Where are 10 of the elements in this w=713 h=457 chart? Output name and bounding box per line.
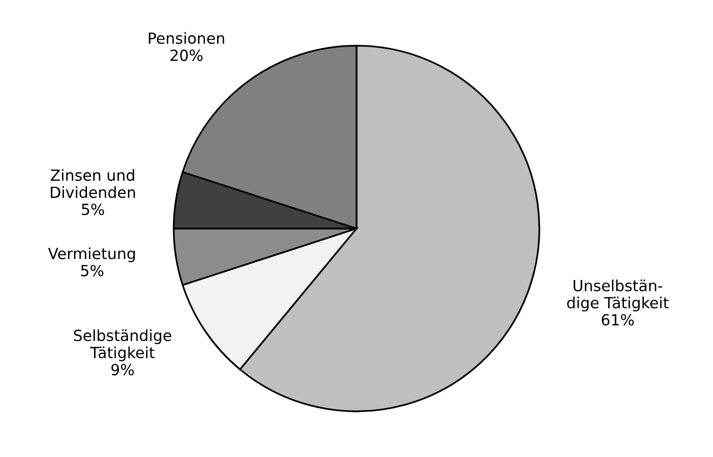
data-label: 61%: [602, 314, 634, 326]
slice-label: Selbständige Tätigkeit: [74, 329, 172, 362]
data-label: 5%: [82, 204, 104, 216]
slice-label: Pensionen: [148, 32, 224, 44]
slice-label: Unselbstän- dige Tätigkeit: [567, 280, 669, 312]
slice-label: Zinsen und Dividenden: [50, 169, 135, 198]
data-label: 9%: [111, 364, 134, 376]
slice-label: Vermietung: [48, 247, 135, 262]
data-label: 5%: [81, 264, 104, 276]
data-label: 20%: [170, 50, 203, 62]
